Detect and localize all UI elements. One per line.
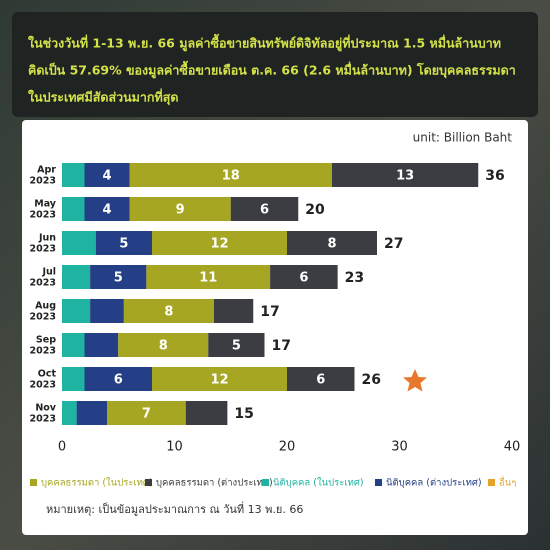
bar-segment [332, 163, 479, 187]
bar-segment [287, 231, 377, 255]
title-line: ในช่วงวันที่ 1-13 พ.ย. 66 มูลค่าซื้อขายส… [28, 34, 501, 52]
y-tick-label: Jun 2023 [30, 232, 57, 254]
bar-segment [62, 265, 91, 289]
bar-segment [230, 197, 299, 221]
bar-value-label: 4 [102, 203, 111, 218]
total-label: 26 [362, 372, 381, 388]
total-label: 20 [305, 202, 325, 218]
bar-segment [95, 231, 152, 255]
legend-swatch [30, 479, 37, 486]
bar-segment [152, 367, 287, 391]
bar-segment [62, 401, 77, 425]
x-tick-label: 10 [166, 440, 183, 455]
legend-label: บุคคลธรรมดา (ต่างประเทศ) [156, 478, 273, 489]
note: หมายเหตุ: เป็นข้อมูลประมาณการ ณ วันที่ 1… [46, 501, 303, 516]
total-label: 23 [345, 270, 364, 286]
title-line: คิดเป็น 57.69% ของมูลค่าซื้อขายเดือน ต.ค… [28, 61, 516, 79]
bar-value-label: 11 [199, 271, 217, 286]
bar-segment [62, 299, 91, 323]
legend-swatch [488, 479, 495, 486]
bar-value-label: 5 [119, 237, 128, 252]
bar-segment [270, 265, 338, 289]
total-label: 15 [234, 406, 253, 422]
y-tick-label: Jul 2023 [30, 266, 56, 288]
bar-segment [84, 367, 152, 391]
legend-swatch [262, 479, 269, 486]
bar-value-label: 9 [176, 203, 185, 218]
bar-segment [129, 163, 332, 187]
bar-segment [90, 299, 124, 323]
legend-swatch [375, 479, 382, 486]
bar-segment [208, 333, 265, 357]
bar-segment [185, 401, 228, 425]
bar-segment [90, 265, 147, 289]
y-tick-label: Nov 2023 [30, 402, 57, 424]
bar-segment [84, 197, 130, 221]
bar-value-label: 6 [114, 373, 123, 388]
bar-value-label: 8 [327, 237, 336, 252]
bar-value-label: 18 [222, 169, 240, 184]
bar-segment [123, 299, 214, 323]
x-tick-label: 30 [391, 440, 408, 455]
bar-segment [129, 197, 231, 221]
bar-value-label: 12 [210, 237, 228, 252]
bar-segment [152, 231, 287, 255]
highlight-star [403, 369, 427, 392]
bar-value-label: 6 [299, 271, 308, 286]
bar-segment [213, 299, 254, 323]
bar-segment [107, 401, 186, 425]
bar-segment [287, 367, 355, 391]
bar-segment [146, 265, 271, 289]
total-label: 17 [272, 338, 291, 354]
bar-value-label: 4 [102, 169, 111, 184]
bar-value-label: 6 [260, 203, 269, 218]
bar-value-label: 5 [232, 339, 241, 354]
bar-value-label: 8 [159, 339, 168, 354]
total-label: 17 [260, 304, 279, 320]
legend-label: บุคคลธรรมดา (ในประเทศ) [41, 477, 153, 489]
x-tick-label: 20 [279, 440, 296, 455]
bar-value-label: 6 [316, 373, 325, 388]
unit-label: unit: Billion Baht [413, 131, 513, 145]
bar-segment [76, 401, 107, 425]
bar-value-label: 7 [142, 407, 151, 422]
x-tick-label: 0 [58, 440, 66, 455]
bar-segment [62, 333, 85, 357]
y-tick-label: Sep 2023 [30, 334, 57, 356]
bar-segment [62, 197, 85, 221]
x-tick-label: 40 [504, 440, 521, 455]
bar-segment [62, 367, 85, 391]
y-tick-label: Oct 2023 [30, 368, 57, 390]
total-label: 36 [485, 168, 504, 184]
bar-value-label: 13 [396, 169, 414, 184]
bar-segment [62, 231, 96, 255]
bar-segment [84, 333, 119, 357]
bar-segment [118, 333, 209, 357]
legend-label: อื่นๆ [499, 476, 517, 489]
bar-value-label: 12 [210, 373, 228, 388]
header-box [12, 12, 538, 117]
legend-swatch [145, 479, 152, 486]
bar-value-label: 8 [164, 305, 173, 320]
title-line: ในประเทศมีสัดส่วนมากที่สุด [28, 89, 178, 106]
bar-segment [62, 163, 85, 187]
bar-segment [84, 163, 130, 187]
y-tick-label: Apr 2023 [30, 164, 57, 186]
legend-label: นิติบุคคล (ในประเทศ) [273, 477, 364, 489]
y-tick-label: May 2023 [30, 198, 57, 220]
legend-label: นิติบุคคล (ต่างประเทศ) [386, 478, 482, 489]
chart-card [22, 120, 528, 535]
bar-value-label: 5 [114, 271, 123, 286]
total-label: 27 [384, 236, 403, 252]
y-tick-label: Aug 2023 [30, 300, 56, 322]
